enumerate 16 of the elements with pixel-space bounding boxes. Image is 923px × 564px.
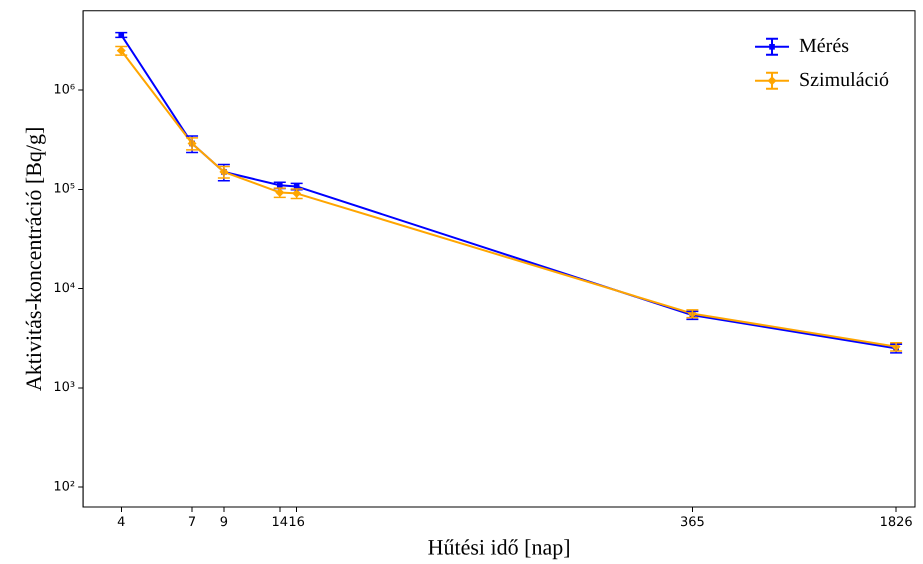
y-tick-label: 10⁶ [53,82,76,98]
x-tick-label: 365 [680,515,705,530]
x-tick-label: 1826 [880,515,913,530]
y-axis-title: Aktivitás-koncentráció [Bq/g] [20,126,46,392]
x-tick-label: 14 [272,515,288,530]
legend-label: Szimuláció [799,69,890,92]
x-tick-label: 4 [117,515,126,530]
x-tick-label: 16 [288,515,305,530]
y-tick-label: 10² [53,479,76,494]
x-axis-title: Hűtési idő [nap] [428,534,571,560]
y-tick-label: 10⁴ [53,280,76,296]
x-tick-label: 9 [220,515,228,530]
legend-label: Mérés [799,35,850,58]
x-tick-label: 7 [188,515,196,530]
y-tick-label: 10³ [53,380,76,396]
y-tick-label: 10⁵ [53,182,76,197]
